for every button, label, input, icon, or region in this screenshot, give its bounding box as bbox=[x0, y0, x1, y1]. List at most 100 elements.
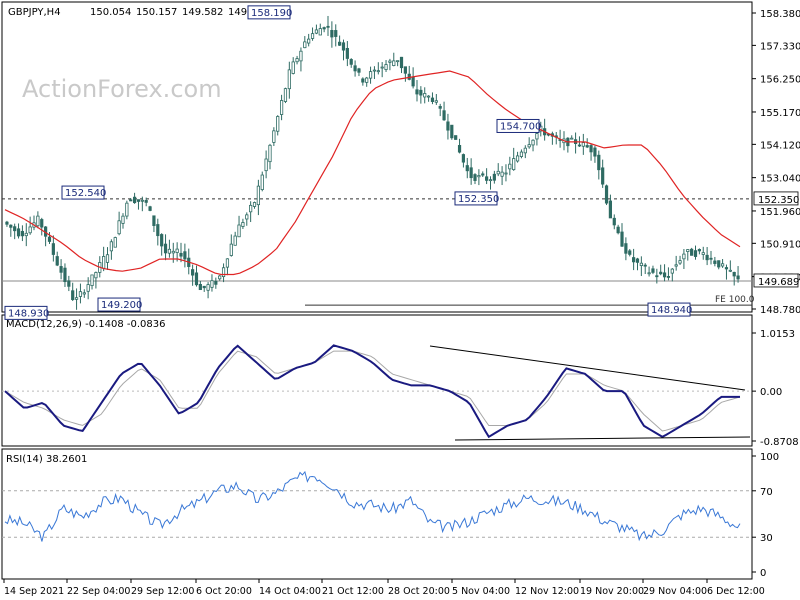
candle bbox=[442, 101, 446, 121]
axis-layer: 158.380 157.330 156.250 155.170 154.120 153.0… bbox=[3, 9, 800, 597]
candle-body bbox=[279, 100, 284, 115]
candle-body bbox=[419, 89, 423, 96]
candle bbox=[287, 61, 291, 99]
candle bbox=[90, 274, 94, 290]
candle-body bbox=[183, 251, 187, 260]
price-annotation: 154.700 bbox=[500, 121, 541, 132]
candle-body bbox=[697, 249, 701, 252]
candle-body bbox=[461, 154, 466, 163]
candle bbox=[628, 249, 632, 257]
candle-body bbox=[674, 264, 678, 267]
candle bbox=[63, 263, 67, 287]
rsi-tick-label: 30 bbox=[760, 533, 773, 544]
candle-body bbox=[132, 196, 137, 204]
candle bbox=[454, 135, 458, 140]
candle-body bbox=[643, 264, 647, 267]
candle bbox=[198, 281, 202, 291]
candle-body bbox=[477, 175, 481, 178]
candle bbox=[508, 156, 512, 176]
candle-body bbox=[701, 252, 705, 255]
time-tick-label: 19 Nov 20:00 bbox=[580, 586, 644, 597]
candle-body bbox=[488, 179, 493, 182]
candle-body bbox=[523, 147, 527, 154]
candle bbox=[86, 277, 90, 300]
time-tick-label: 14 Sep 2021 bbox=[4, 586, 64, 597]
candle bbox=[117, 211, 121, 236]
candle bbox=[465, 157, 469, 179]
candle-body bbox=[589, 145, 593, 153]
candle bbox=[461, 153, 466, 168]
candle bbox=[210, 274, 214, 292]
candle bbox=[581, 133, 585, 155]
price-tick-label: 150.910 bbox=[760, 239, 800, 250]
candle-body bbox=[136, 199, 141, 202]
candle bbox=[295, 55, 299, 65]
candle-body bbox=[384, 64, 388, 70]
candle bbox=[670, 268, 674, 282]
candle-body bbox=[82, 292, 86, 295]
candle-body bbox=[635, 258, 640, 263]
candle-body bbox=[249, 204, 253, 213]
candle bbox=[430, 92, 435, 105]
candle bbox=[148, 205, 152, 212]
candle bbox=[291, 57, 295, 75]
macd-tick-label: -0.8708 bbox=[760, 437, 799, 448]
candle bbox=[736, 266, 740, 283]
candle bbox=[167, 239, 172, 258]
price-annotation: 152.350 bbox=[458, 194, 499, 205]
candle bbox=[620, 223, 624, 247]
candle bbox=[136, 199, 141, 210]
candle bbox=[523, 145, 527, 159]
candle bbox=[519, 149, 524, 159]
candle-body bbox=[102, 256, 106, 269]
candle-body bbox=[651, 268, 655, 273]
candle bbox=[639, 256, 643, 277]
candle bbox=[283, 87, 288, 104]
candle bbox=[426, 95, 431, 102]
candle-body bbox=[632, 257, 636, 263]
fe-label: FE 100.0 bbox=[715, 295, 755, 305]
candle-body bbox=[268, 144, 272, 163]
candle-body bbox=[179, 252, 183, 257]
candle bbox=[488, 176, 493, 190]
time-tick-label: 14 Oct 04:00 bbox=[259, 586, 321, 597]
candle-body bbox=[531, 139, 535, 146]
candle bbox=[279, 94, 284, 121]
candle bbox=[229, 234, 233, 257]
macd-layer: MACD(12,26,9) -0.1408 -0.0836 bbox=[2, 319, 752, 441]
candle-body bbox=[724, 267, 729, 270]
candle bbox=[473, 173, 477, 185]
rsi-panel-frame bbox=[1, 448, 753, 580]
price-annotation: 158.190 bbox=[251, 8, 292, 19]
candle bbox=[160, 233, 164, 256]
candle bbox=[183, 243, 187, 268]
candle-body bbox=[167, 248, 172, 254]
candle bbox=[94, 271, 98, 289]
candle bbox=[720, 259, 725, 268]
candle-body bbox=[241, 222, 245, 227]
candle bbox=[372, 66, 377, 80]
candle-body bbox=[527, 144, 531, 148]
candle bbox=[357, 67, 361, 77]
candle-body bbox=[345, 47, 349, 59]
candle-body bbox=[218, 275, 222, 280]
candle-body bbox=[612, 217, 616, 226]
candle bbox=[233, 231, 237, 246]
price-annotation-box bbox=[4, 305, 48, 320]
candle bbox=[318, 23, 322, 36]
candle-body bbox=[720, 263, 725, 267]
candle bbox=[732, 271, 736, 286]
price-annotation-box bbox=[247, 5, 291, 20]
rsi-tick-label: 70 bbox=[760, 487, 773, 498]
candle-body bbox=[318, 28, 322, 36]
candle-body bbox=[90, 274, 94, 286]
macd-tick-label: 0.00 bbox=[760, 387, 782, 398]
price-layer: 158.190 152.540 148.930 149.200 154.700 152.3… bbox=[2, 5, 755, 320]
candle-body bbox=[492, 173, 496, 181]
level-tag-box bbox=[753, 191, 799, 206]
candle bbox=[264, 150, 268, 179]
candle bbox=[276, 115, 280, 136]
candle bbox=[191, 264, 195, 286]
candle-body bbox=[357, 68, 361, 73]
candle bbox=[643, 263, 647, 275]
